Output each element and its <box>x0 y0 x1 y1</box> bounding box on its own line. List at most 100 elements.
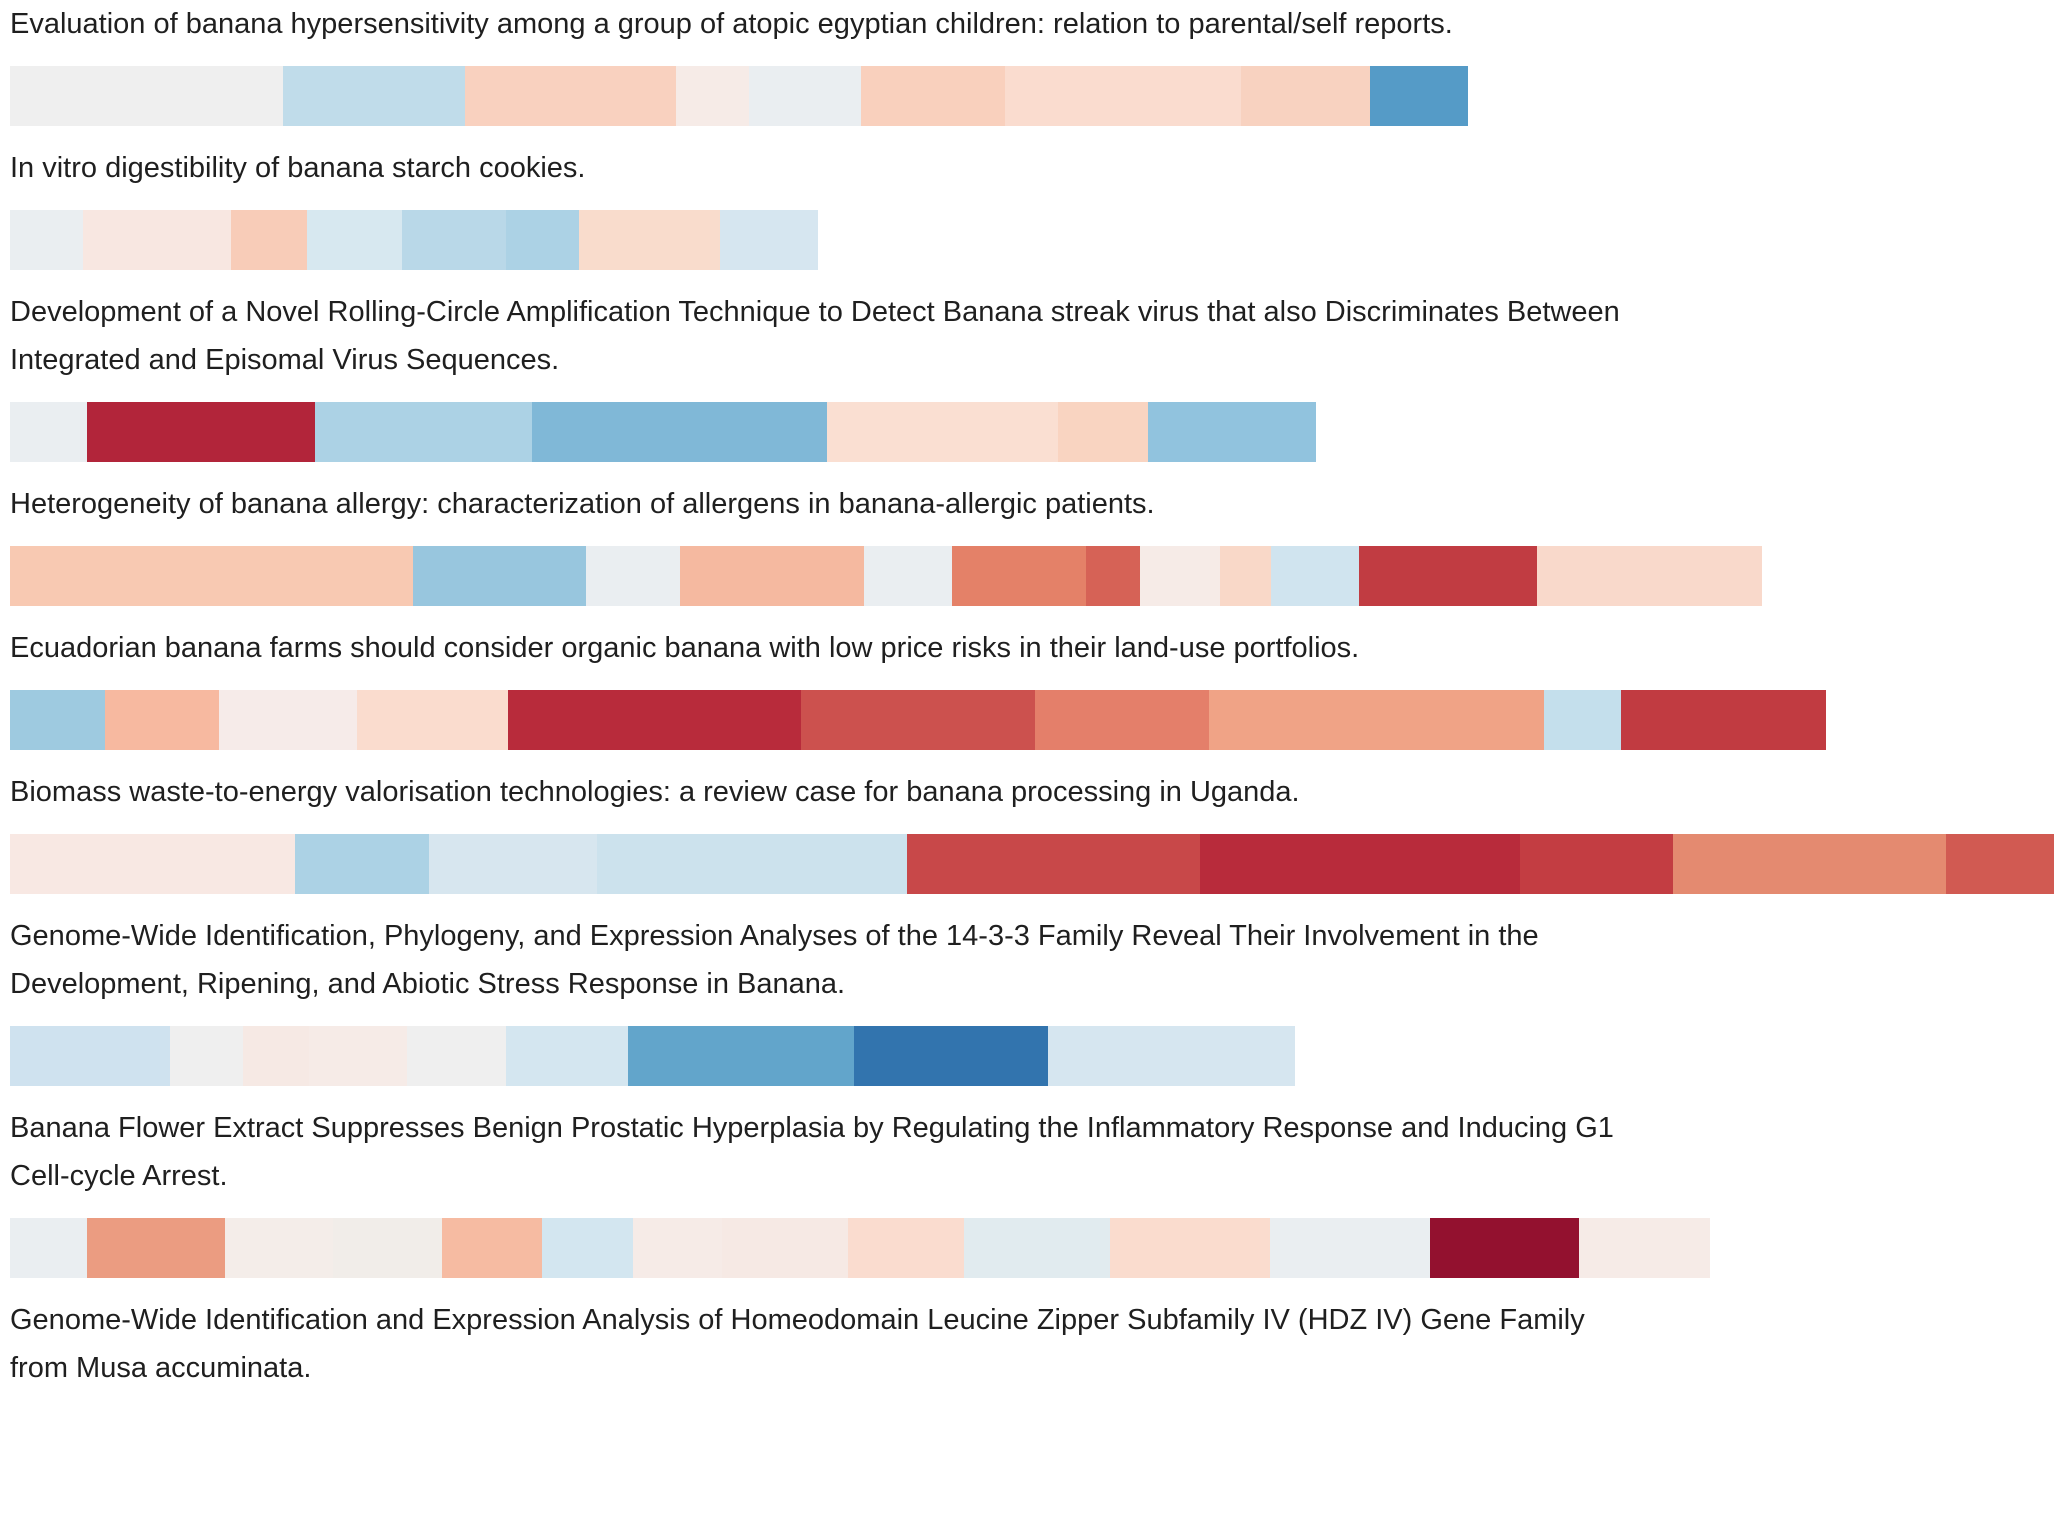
heatmap-cell <box>225 1218 333 1278</box>
heatmap-cell <box>1035 690 1209 750</box>
heatmap-cell <box>1110 1218 1270 1278</box>
heatmap-cell <box>854 1026 1048 1086</box>
heatmap-cell <box>1220 546 1271 606</box>
entry-title: Evaluation of banana hypersensitivity am… <box>10 8 1453 40</box>
heatmap-cell <box>1359 546 1537 606</box>
heatmap-cell <box>532 402 827 462</box>
entry-title: Heterogeneity of banana allergy: charact… <box>10 488 1155 520</box>
heatmap-cell <box>307 210 402 270</box>
heatmap-cell <box>628 1026 854 1086</box>
heatmap-cell <box>10 66 283 126</box>
entry: Genome-Wide Identification, Phylogeny, a… <box>10 912 2054 1086</box>
entry-title: Development of a Novel Rolling-Circle Am… <box>10 296 1620 376</box>
heatmap-bar <box>10 402 2054 462</box>
heatmap-cell <box>1579 1218 1710 1278</box>
heatmap-cell <box>801 690 1035 750</box>
heatmap-cell <box>1200 834 1520 894</box>
heatmap-cell <box>10 1026 170 1086</box>
heatmap-cell <box>1520 834 1673 894</box>
heatmap-cell <box>1946 834 2054 894</box>
heatmap-cell <box>680 546 864 606</box>
heatmap-cell <box>1209 690 1544 750</box>
heatmap-cell <box>333 1218 442 1278</box>
heatmap-cell <box>1148 402 1316 462</box>
heatmap-cell <box>105 690 219 750</box>
heatmap-cell <box>413 546 586 606</box>
heatmap-cell <box>749 66 861 126</box>
heatmap-cell <box>722 1218 848 1278</box>
heatmap-bar <box>10 1026 2054 1086</box>
heatmap-cell <box>579 210 720 270</box>
heatmap-cell <box>87 1218 225 1278</box>
heatmap-cell <box>1544 690 1621 750</box>
heatmap-cell <box>309 1026 407 1086</box>
heatmap-cell <box>586 546 680 606</box>
entry: In vitro digestibility of banana starch … <box>10 144 2054 270</box>
heatmap-cell <box>357 690 508 750</box>
heatmap-bar <box>10 66 2054 126</box>
entry-title: Biomass waste-to-energy valorisation tec… <box>10 776 1300 808</box>
heatmap-cell <box>170 1026 243 1086</box>
heatmap-bar <box>10 210 2054 270</box>
entry: Banana Flower Extract Suppresses Benign … <box>10 1104 2054 1278</box>
heatmap-cell <box>10 834 295 894</box>
heatmap-cell <box>83 210 231 270</box>
heatmap-cell <box>506 1026 628 1086</box>
entry-title: Genome-Wide Identification, Phylogeny, a… <box>10 920 1539 1000</box>
entry: Ecuadorian banana farms should consider … <box>10 624 2054 750</box>
heatmap-cell <box>597 834 907 894</box>
heatmap-cell <box>720 210 818 270</box>
entry: Genome-Wide Identification and Expressio… <box>10 1296 2054 1392</box>
heatmap-cell <box>1673 834 1946 894</box>
heatmap-bar <box>10 546 2054 606</box>
heatmap-cell <box>508 690 801 750</box>
heatmap-cell <box>861 66 1005 126</box>
heatmap-cell <box>10 402 87 462</box>
heatmap-cell <box>907 834 1200 894</box>
heatmap-cell <box>1241 66 1370 126</box>
heatmap-cell <box>964 1218 1110 1278</box>
heatmap-cell <box>10 690 105 750</box>
heatmap-cell <box>87 402 315 462</box>
heatmap-cell <box>219 690 357 750</box>
heatmap-cell <box>506 210 579 270</box>
heatmap-cell <box>1430 1218 1579 1278</box>
heatmap-cell <box>1270 1218 1430 1278</box>
entry: Heterogeneity of banana allergy: charact… <box>10 480 2054 606</box>
heatmap-cell <box>1005 66 1241 126</box>
heatmap-cell <box>429 834 597 894</box>
heatmap-cell <box>283 66 465 126</box>
heatmap-bar <box>10 1218 2054 1278</box>
heatmap-cell <box>1048 1026 1295 1086</box>
entry-title: Ecuadorian banana farms should consider … <box>10 632 1360 664</box>
heatmap-cell <box>1086 546 1140 606</box>
heatmap-cell <box>442 1218 542 1278</box>
entry-title: Banana Flower Extract Suppresses Benign … <box>10 1112 1614 1192</box>
heatmap-cell <box>952 546 1086 606</box>
entry: Evaluation of banana hypersensitivity am… <box>10 0 2054 126</box>
heatmap-list: Evaluation of banana hypersensitivity am… <box>10 0 2054 1392</box>
heatmap-cell <box>10 210 83 270</box>
heatmap-cell <box>1621 690 1826 750</box>
heatmap-cell <box>633 1218 722 1278</box>
heatmap-cell <box>465 66 676 126</box>
heatmap-cell <box>1140 546 1220 606</box>
heatmap-cell <box>1271 546 1359 606</box>
heatmap-cell <box>402 210 506 270</box>
heatmap-cell <box>315 402 532 462</box>
entry-title: In vitro digestibility of banana starch … <box>10 152 586 184</box>
heatmap-cell <box>10 1218 87 1278</box>
entry: Development of a Novel Rolling-Circle Am… <box>10 288 2054 462</box>
heatmap-cell <box>542 1218 633 1278</box>
heatmap-cell <box>1537 546 1762 606</box>
entry: Biomass waste-to-energy valorisation tec… <box>10 768 2054 894</box>
entry-title: Genome-Wide Identification and Expressio… <box>10 1304 1585 1384</box>
heatmap-cell <box>1370 66 1468 126</box>
heatmap-cell <box>848 1218 964 1278</box>
heatmap-cell <box>231 210 307 270</box>
heatmap-cell <box>676 66 749 126</box>
heatmap-cell <box>407 1026 506 1086</box>
heatmap-cell <box>1058 402 1148 462</box>
heatmap-bar <box>10 690 2054 750</box>
heatmap-bar <box>10 834 2054 894</box>
